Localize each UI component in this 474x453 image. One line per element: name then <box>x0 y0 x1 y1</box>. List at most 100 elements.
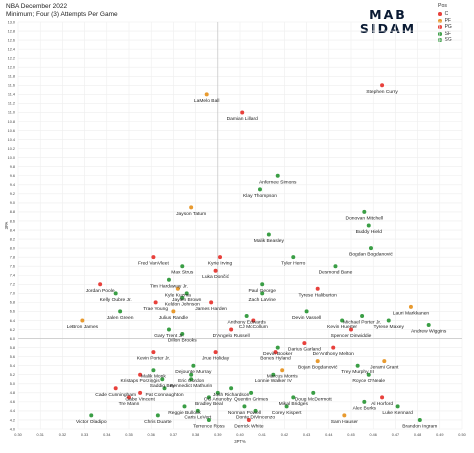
x-tick-label: 0.45 <box>347 433 354 437</box>
y-tick-label: 10.8 <box>8 120 15 124</box>
data-point-label: Dillon Brooks <box>168 338 197 344</box>
x-tick-label: 0.39 <box>214 433 221 437</box>
data-point-label: Damian Lillard <box>227 116 259 122</box>
y-tick-label: 5.0 <box>10 382 15 386</box>
y-tick-label: 9.6 <box>10 174 15 178</box>
data-point-label: Tim Hardaway Jr. <box>150 283 188 289</box>
x-tick-label: 0.32 <box>59 433 66 437</box>
data-point <box>218 255 223 260</box>
data-point-label: Kevin Huerter <box>327 324 357 330</box>
legend-entry: C <box>438 11 452 18</box>
data-point <box>206 417 211 422</box>
data-point-label: LeBron James <box>67 324 99 330</box>
data-point <box>386 318 391 323</box>
data-point <box>315 286 320 291</box>
y-tick-label: 12.8 <box>8 29 15 33</box>
y-tick-label: 7.0 <box>10 292 15 296</box>
x-tick-label: 0.42 <box>281 433 288 437</box>
data-point-label: Gabe Vincent <box>125 396 155 402</box>
y-tick-label: 11.4 <box>8 93 15 97</box>
data-point <box>151 368 156 373</box>
data-point-label: Tyler Herro <box>281 261 305 267</box>
x-tick-label: 0.33 <box>81 433 88 437</box>
data-point-label: Jordan Poole <box>86 288 115 294</box>
data-point <box>204 92 209 97</box>
data-point <box>362 209 367 214</box>
y-tick-label: 4.0 <box>10 427 15 431</box>
y-tick-label: 10.4 <box>8 138 15 142</box>
data-point <box>213 268 218 273</box>
data-point-label: Chris Duarte <box>144 419 172 425</box>
data-point-label: Tre Mann <box>119 401 140 407</box>
data-point-label: De'Anthony Melton <box>313 351 354 357</box>
y-tick-label: 7.2 <box>10 283 15 287</box>
data-point-label: Doug McDermott <box>295 396 333 402</box>
data-point-label: Paul George <box>248 288 276 294</box>
data-point <box>242 404 247 409</box>
chart-subtitle: Minimum; Four (3) Attempts Per Game <box>6 11 118 18</box>
data-point <box>229 327 234 332</box>
y-tick-label: 5.6 <box>10 355 15 359</box>
data-point <box>184 291 189 296</box>
data-point <box>426 322 431 327</box>
data-point <box>138 372 143 377</box>
data-point-label: Kristaps Porziņģis <box>121 377 161 384</box>
x-axis-label: 3PT% <box>234 439 246 444</box>
data-point <box>382 359 387 364</box>
data-point-label: Bradley Beal <box>195 401 223 407</box>
chart-points <box>80 83 431 422</box>
data-point <box>291 395 296 400</box>
chart-axes: 0.30 0.31 0.32 0.33 0.34 0.35 0.36 0.37 0.38 0.39… <box>4 20 466 444</box>
y-tick-label: 5.2 <box>10 373 15 377</box>
data-point <box>349 327 353 332</box>
data-point-label: Pat Connaughton <box>145 392 183 398</box>
data-point <box>275 173 280 178</box>
x-tick-label: 0.47 <box>392 433 399 437</box>
data-point <box>180 332 185 337</box>
data-point <box>273 350 278 355</box>
x-tick-label: 0.36 <box>148 433 155 437</box>
data-point-label: Josh Richardson <box>213 392 250 398</box>
data-point-label: Caris LeVert <box>184 414 212 420</box>
data-point-label: Trey Murphy III <box>341 369 374 375</box>
data-point <box>257 187 262 192</box>
data-point-label: Norman Powell <box>228 410 261 416</box>
data-point-label: Alec Burks <box>353 405 377 411</box>
data-point <box>260 291 265 296</box>
data-point <box>127 395 131 400</box>
data-point-label: Tyrese Haliburton <box>299 292 338 298</box>
data-point <box>182 404 187 409</box>
y-tick-label: 8.0 <box>10 246 15 250</box>
y-tick-label: 7.8 <box>10 255 15 259</box>
y-tick-label: 4.4 <box>10 409 15 413</box>
data-point-label: Darius Garland <box>288 347 321 353</box>
data-point-label: Marcus Morris <box>267 374 299 380</box>
data-point-label: Klay Thompson <box>243 193 277 199</box>
y-tick-label: 8.4 <box>10 228 15 232</box>
data-point <box>271 372 276 377</box>
data-point-label: Kyrie Irving <box>208 261 233 267</box>
y-tick-label: 6.8 <box>10 301 15 305</box>
data-point <box>395 404 400 409</box>
data-point <box>166 327 171 332</box>
data-point <box>304 309 309 314</box>
data-point-label: Trae Young <box>143 306 168 312</box>
data-point-label: Derrick White <box>234 423 264 429</box>
data-point-label: Luke Kennard <box>382 410 413 416</box>
data-point-label: Julius Randle <box>159 315 189 321</box>
data-point <box>155 413 160 418</box>
legend-entry: PF <box>438 18 452 25</box>
data-point <box>151 255 156 260</box>
data-point <box>366 372 371 377</box>
data-point <box>311 390 316 395</box>
data-point-label: Kelly Oubre Jr. <box>100 297 132 303</box>
legend-label: PG <box>444 24 452 31</box>
data-point <box>260 282 265 287</box>
data-point <box>153 300 158 305</box>
data-point <box>98 282 103 287</box>
data-point <box>113 386 118 391</box>
x-tick-label: 0.34 <box>103 433 110 437</box>
legend-label: PF <box>444 17 451 24</box>
y-tick-label: 8.6 <box>10 219 15 223</box>
